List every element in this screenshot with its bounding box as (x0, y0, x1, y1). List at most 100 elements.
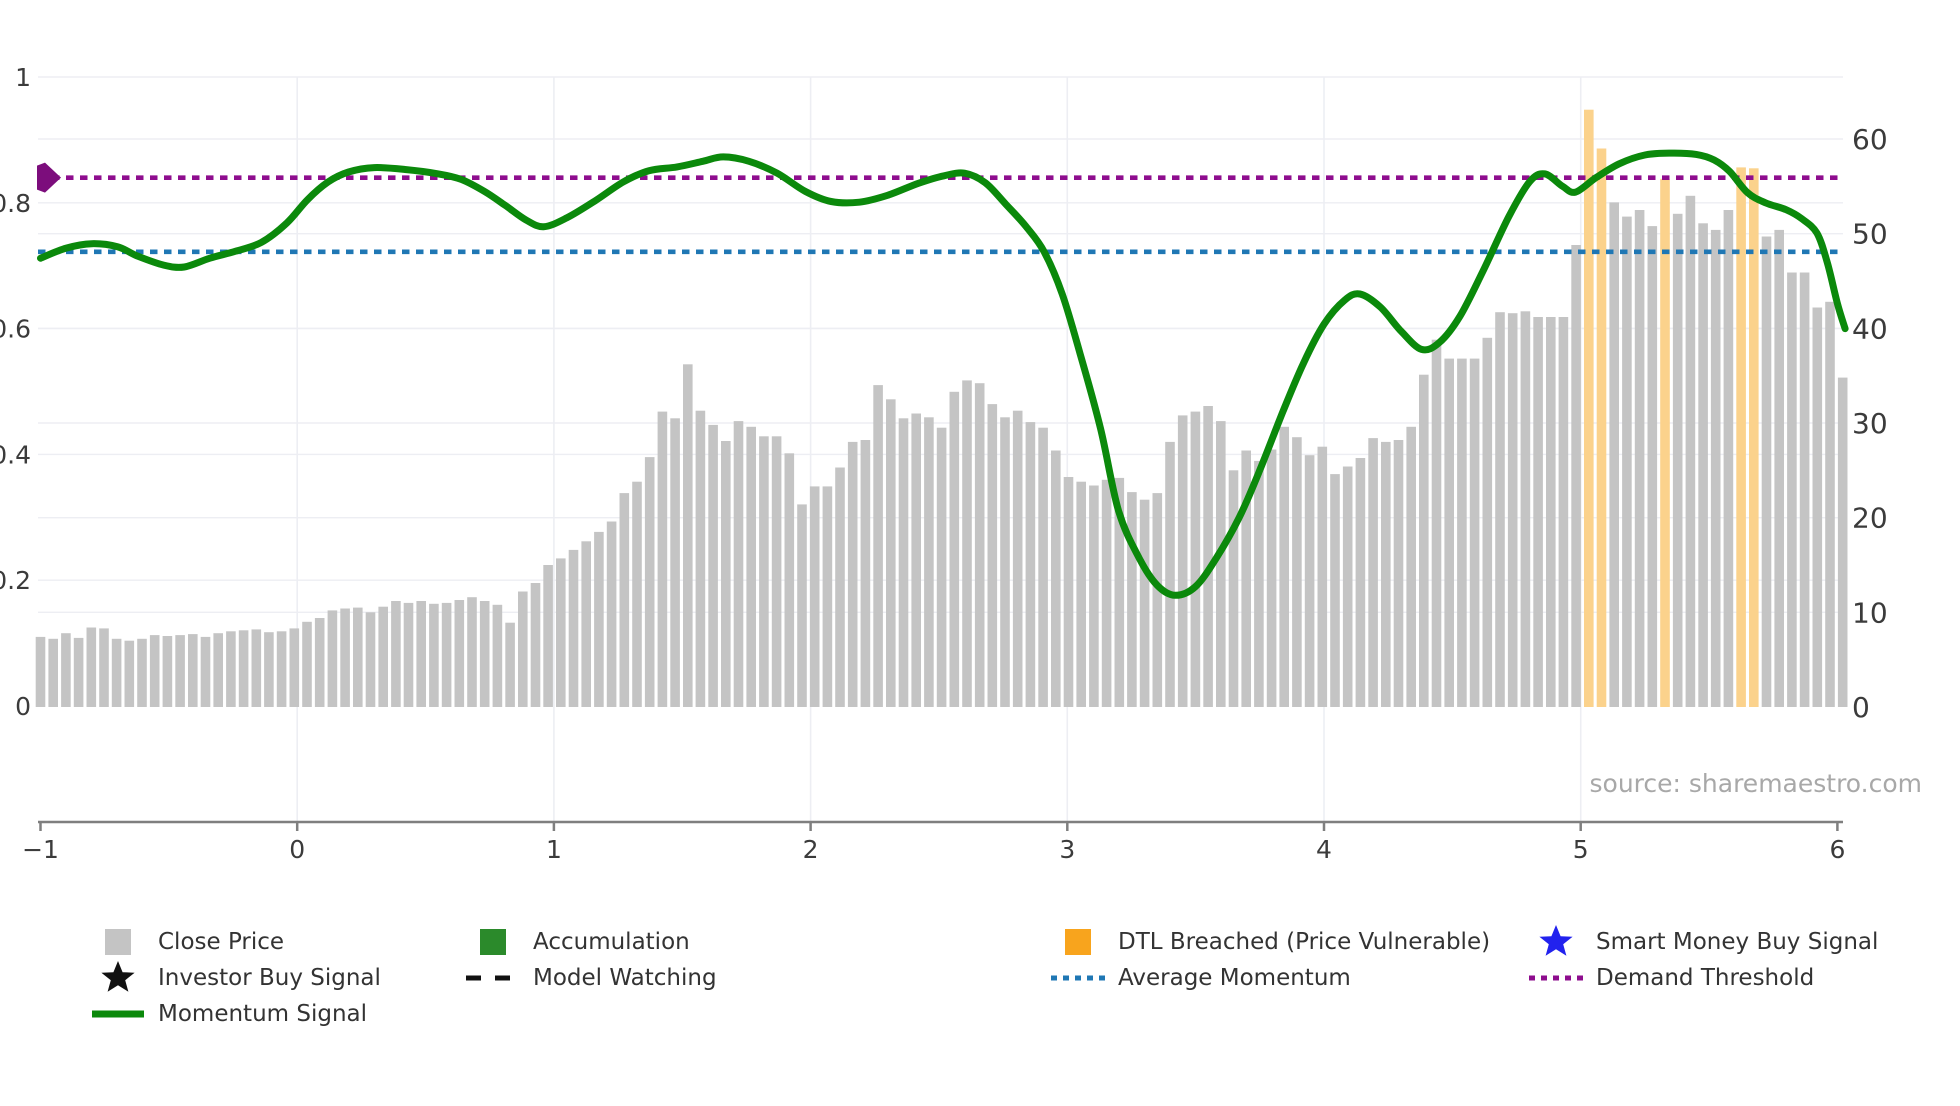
close-price-bar (1000, 417, 1010, 707)
y-left-tick-label: 0.6 (0, 315, 31, 344)
close-price-bar (518, 591, 528, 707)
close-price-bar (1190, 411, 1201, 707)
close-price-bar (797, 504, 807, 707)
dtl-breached-bar (1736, 167, 1746, 707)
close-price-bar (1304, 455, 1315, 707)
close-price-bar (200, 636, 211, 707)
close-price-bar (683, 364, 693, 707)
x-tick-label: 6 (1829, 835, 1845, 864)
close-price-bar (403, 602, 414, 707)
close-price-bar (1279, 426, 1289, 707)
source-credit: source: sharemaestro.com (1590, 769, 1923, 798)
close-price-bar (86, 627, 97, 707)
close-price-bar (416, 601, 426, 707)
close-price-bar (1837, 377, 1848, 707)
close-price-bar (847, 441, 858, 707)
close-price-bar (213, 633, 223, 707)
y-right-tick-label: 50 (1852, 218, 1888, 251)
close-price-bar (1114, 477, 1125, 707)
close-price-bar (835, 467, 845, 707)
close-price-bar (1495, 312, 1505, 707)
close-price-bar (1431, 339, 1442, 707)
close-price-bar (505, 622, 515, 707)
close-price-bar (1672, 213, 1683, 708)
close-price-bar (1254, 460, 1264, 707)
close-price-bar (111, 638, 122, 707)
close-price-bar (581, 541, 591, 707)
y-right-tick-label: 10 (1852, 596, 1888, 629)
x-tick-label: 3 (1059, 835, 1075, 864)
close-price-bar (949, 391, 960, 707)
close-price-bar (1710, 229, 1721, 707)
close-price-bar (314, 618, 325, 707)
x-axis (38, 820, 1843, 831)
close-price-bar (1368, 438, 1378, 707)
y-right-tick-label: 40 (1852, 312, 1888, 345)
y-right-tick-label: 0 (1852, 691, 1870, 724)
close-price-bar (1165, 441, 1175, 707)
close-price-bar (670, 418, 680, 707)
close-price-bar (124, 640, 135, 707)
y-left-tick-label: 0.2 (0, 566, 31, 595)
close-price-bar (378, 606, 388, 707)
close-price-bar (1685, 195, 1696, 708)
close-price-bar (1622, 216, 1632, 707)
close-price-bar (1101, 479, 1112, 707)
close-price-bar (1406, 426, 1416, 707)
close-price-bar (1177, 415, 1188, 707)
y-left-tick-label: 0.8 (0, 189, 31, 218)
close-price-bar (73, 637, 84, 707)
close-price-bar (1216, 421, 1226, 707)
close-price-bar (429, 603, 439, 707)
close-price-bar (1469, 358, 1480, 707)
dtl-breached-bar (1660, 178, 1670, 708)
dtl-breached-bar (1596, 148, 1607, 707)
close-price-bar (175, 635, 185, 707)
close-price-bar (1266, 449, 1277, 707)
close-price-bar (1152, 493, 1163, 707)
close-price-bar (721, 441, 731, 707)
close-price-bar (860, 440, 871, 707)
close-price-bar (1507, 313, 1518, 707)
close-price-bar (289, 628, 300, 707)
close-price-bar (1203, 406, 1213, 707)
close-price-bar (568, 549, 579, 707)
y-axis-left-labels: 1 0.8 0.6 0.4 0.2 0 (0, 63, 31, 721)
close-price-bar (644, 457, 655, 707)
close-price-bar (251, 629, 262, 707)
close-price-bar (1698, 223, 1708, 708)
close-price-bar (1076, 481, 1086, 707)
momentum-signal-line (37, 149, 1849, 599)
close-price-bar (759, 436, 769, 707)
close-price-bar (886, 399, 896, 707)
demand-threshold-diamond-icon (37, 162, 61, 193)
close-price-bar (1761, 236, 1772, 707)
close-price-bar (137, 638, 147, 707)
close-price-bar (594, 531, 604, 707)
close-price-bar (149, 635, 160, 707)
close-price-bar (1546, 317, 1556, 707)
close-price-bar (238, 630, 249, 707)
close-price-bar (530, 583, 541, 707)
close-price-bar (873, 385, 883, 707)
x-tick-label: 1 (546, 835, 562, 864)
close-price-bar (340, 608, 350, 707)
close-price-bar (1355, 458, 1366, 707)
y-left-tick-label: 1 (15, 63, 31, 92)
close-price-bar (327, 610, 338, 707)
close-price-bar (1419, 374, 1429, 707)
close-price-bar (543, 565, 553, 707)
momentum-line (37, 149, 1849, 599)
dtl-breached-bar (1749, 168, 1759, 708)
close-price-bar (987, 404, 998, 707)
close-price-bar (1381, 441, 1391, 707)
close-price-bar (1038, 427, 1048, 707)
close-price-bar (441, 602, 452, 707)
close-price-bar (1241, 450, 1251, 707)
close-price-bar (1127, 492, 1137, 707)
x-tick-label: 2 (803, 835, 819, 864)
close-price-bar (606, 521, 617, 707)
close-price-bar (809, 486, 820, 707)
close-price-bar (657, 411, 668, 707)
